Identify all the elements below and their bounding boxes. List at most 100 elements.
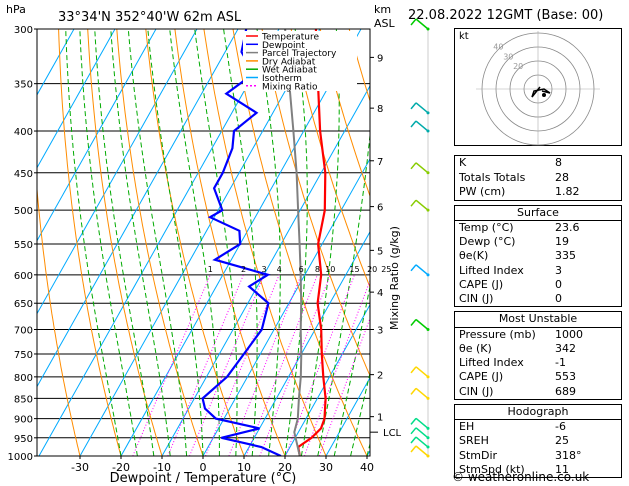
wind-barb-staff [415, 417, 429, 429]
pressure-tick-label: 700 [14, 326, 33, 337]
mixing-ratio-label: 1 [208, 265, 213, 274]
mixing-ratio-label: 25 [381, 265, 391, 274]
mixing-ratio-label: 3 [262, 265, 267, 274]
row-value: 0 [555, 277, 562, 291]
km-tick-label: 1 [377, 413, 383, 424]
legend-entry: Parcel Trajectory [262, 49, 337, 59]
table-row: StmDir 318° [455, 449, 621, 463]
row-label: Dewp (°C) [459, 235, 516, 249]
wind-barb-flag [410, 436, 417, 444]
hodograph-section: Hodograph EH -6 SREH 25 StmDir 318° StmSpd … [454, 403, 622, 479]
wind-barb [410, 102, 430, 115]
wind-barb-flag [410, 18, 417, 26]
isotherm-line [243, 230, 370, 456]
wind-barb-flag [410, 387, 417, 395]
wind-barb [410, 366, 430, 379]
hodograph-trace [531, 86, 551, 98]
pressure-tick-label: 350 [14, 80, 33, 91]
asl-label: ASL [374, 17, 396, 30]
km-tick-label: 2 [377, 371, 383, 382]
index-value: 8 [555, 156, 562, 169]
wet-adiabat-line [223, 29, 258, 456]
wet-adiabat-line [256, 29, 281, 456]
legend-entry: Isotherm [262, 74, 302, 84]
mixing-ratio-label: 4 [277, 265, 282, 274]
dry-adiabat-line [232, 29, 368, 456]
x-axis-label: Dewpoint / Temperature (°C) [110, 471, 297, 486]
index-label: PW (cm) [459, 185, 506, 198]
pressure-tick-label: 500 [14, 206, 33, 217]
wet-adiabat-line [333, 284, 370, 456]
wind-barb-staff [415, 18, 429, 30]
wind-barb [410, 445, 430, 458]
index-value: 1.82 [555, 185, 580, 198]
table-row: CAPE (J) 0 [455, 278, 621, 292]
most-unstable-section: Most Unstable Pressure (mb) 1000 θe (K) 34… [454, 311, 622, 400]
wet-adiabat-line [110, 29, 171, 456]
wind-barb [410, 199, 430, 212]
legend-entry: Dewpoint [262, 41, 305, 51]
mixing-ratio-line [285, 274, 355, 456]
wind-barb-flag [410, 417, 417, 425]
km-tick-label: 6 [377, 203, 383, 214]
km-tick-label: 8 [377, 104, 383, 115]
row-label: CAPE (J) [459, 370, 504, 384]
table-row: CIN (J) 0 [455, 292, 621, 306]
pressure-tick-label: 1000 [8, 452, 33, 463]
profile-lines [201, 29, 327, 456]
wind-barb [410, 318, 430, 332]
wind-barbs [410, 18, 430, 458]
temperature-tick-label: -10 [153, 461, 171, 474]
isotherm-line [37, 29, 239, 388]
lcl-label: LCL [383, 428, 402, 439]
dry-adiabat-line [145, 29, 245, 456]
row-label: StmDir [459, 448, 498, 462]
legend-entry: Mixing Ratio [262, 82, 318, 92]
dry-adiabat-line [319, 29, 370, 198]
table-row: Dewp (°C) 19 [455, 235, 621, 249]
dry-adiabat-line [203, 29, 327, 456]
row-value: 3 [555, 263, 562, 277]
dry-adiabat-line [37, 183, 81, 456]
wind-barb [410, 18, 430, 31]
row-value: 342 [555, 341, 576, 355]
km-label: km [374, 3, 391, 16]
isotherm-line [37, 29, 116, 169]
plot-frame [36, 28, 371, 457]
table-row: θe (K) 342 [455, 342, 621, 356]
wind-barb [410, 387, 430, 400]
wind-barb-base [426, 111, 430, 115]
wind-barb-staff [415, 120, 429, 132]
pressure-tick-label: 800 [14, 373, 33, 384]
wind-barb-staff [415, 162, 429, 174]
temperature-tick-label: -20 [112, 461, 130, 474]
mixing-ratio-line [303, 279, 370, 456]
wet-adiabat-line [317, 130, 370, 456]
row-label: CAPE (J) [459, 277, 504, 291]
km-axis: 1 2 3 4 5 6 7 8 9 LCL [369, 29, 402, 456]
row-label: CIN (J) [459, 292, 494, 306]
wind-barb-base [426, 208, 430, 212]
isotherm-line [161, 84, 370, 456]
mixing-ratio-line [245, 274, 318, 456]
pressure-tick-label: 300 [14, 25, 33, 36]
km-tick-label: 7 [377, 157, 383, 168]
wind-barb-flag [410, 162, 417, 170]
dewpoint-line [201, 29, 282, 456]
mixing-ratio-line [318, 316, 370, 456]
wet-adiabat-line [284, 29, 308, 456]
row-value: 19 [555, 235, 569, 249]
surface-title: Surface [455, 206, 621, 221]
mixing-ratio-label: 2 [241, 265, 246, 274]
mixing-ratio-line [189, 274, 265, 456]
table-row: Lifted Index -1 [455, 356, 621, 370]
temperature-tick-label: -30 [71, 461, 89, 474]
hodograph-trace-line [531, 86, 551, 98]
pressure-tick-label: 950 [14, 434, 33, 445]
index-label: Totals Totals [459, 170, 526, 184]
table-row: SREH 25 [455, 434, 621, 448]
mixing-ratio-line [228, 274, 302, 456]
pressure-tick-label: 550 [14, 240, 33, 251]
